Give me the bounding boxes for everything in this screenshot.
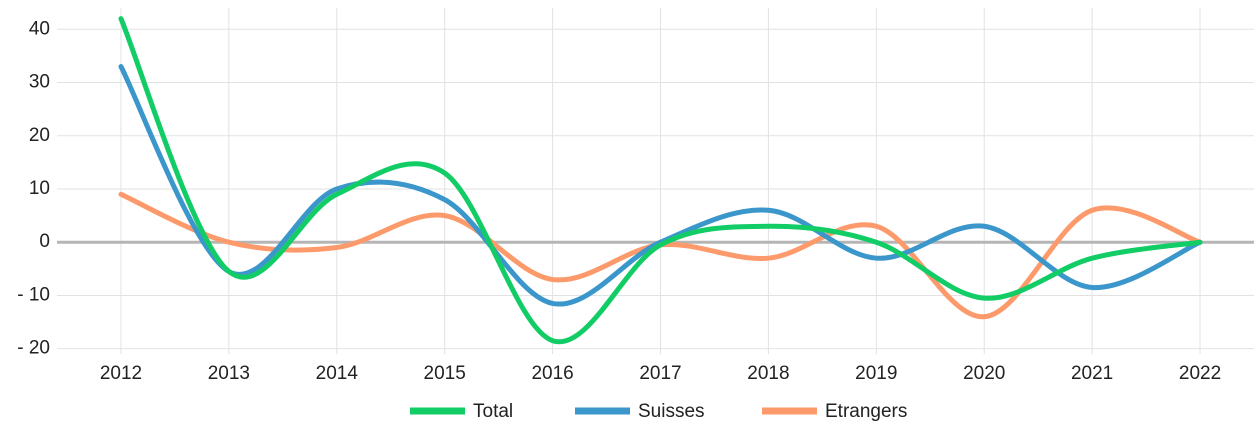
x-tick-label: 2016 [531,363,573,384]
x-tick-label: 2018 [747,363,789,384]
x-tick-label: 2013 [208,363,250,384]
legend-label: Total [473,401,513,422]
line-series [118,64,1203,307]
line-series [118,16,1203,345]
y-tick-label: - 10 [17,284,50,305]
x-tick-label: 2015 [424,363,466,384]
x-tick-label: 2019 [855,363,897,384]
legend-label: Etrangers [825,401,907,422]
y-tick-label: 20 [29,125,50,146]
x-tick-label: 2014 [316,363,359,384]
legend-label: Suisses [638,401,705,422]
line-series [118,191,1203,320]
y-tick-label: 10 [29,178,50,199]
y-tick-label: 30 [29,72,50,93]
y-tick-label: 40 [29,18,50,39]
x-tick-label: 2021 [1071,363,1113,384]
y-tick-label: - 20 [17,338,50,359]
x-tick-label: 2022 [1179,363,1221,384]
x-tick-label: 2017 [639,363,681,384]
x-tick-label: 2020 [963,363,1005,384]
y-tick-label: 0 [39,231,50,252]
x-tick-label: 2012 [100,363,142,384]
